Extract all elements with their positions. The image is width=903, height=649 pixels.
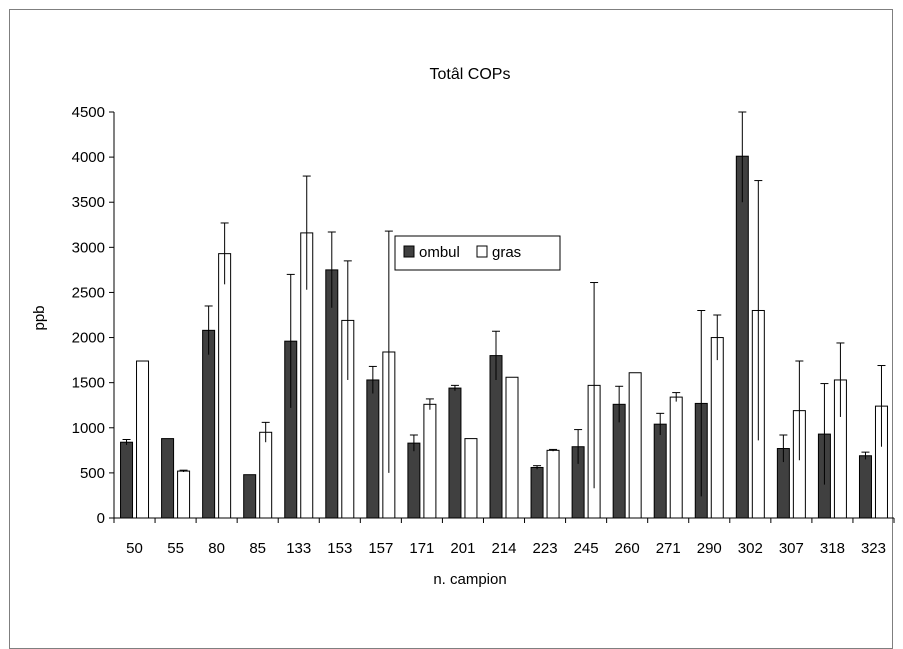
x-tick-label: 223 [533,540,558,557]
x-tick-label: 307 [779,540,804,557]
x-tick-label: 214 [491,540,516,557]
y-tick-label: 2000 [72,330,105,347]
x-tick-label: 80 [208,540,225,557]
plot-area: 0 500 1000 1500 2000 2500 3000 3500 4000 4500 50 55… [72,104,895,557]
x-axis-label: n. campion [433,571,506,588]
legend-swatch-gras [476,245,488,258]
x-tick-label: 260 [615,540,640,557]
bar-gras [218,253,232,519]
x-tick-label: 55 [167,540,184,557]
bar-gras [423,403,437,519]
bar-ombul [735,155,749,519]
x-tick-label: 323 [861,540,886,557]
bar-ombul [858,455,872,519]
bar-gras [464,438,478,519]
x-tick-label: 318 [820,540,845,557]
x-tick-label: 201 [450,540,475,557]
x-tick-label: 271 [656,540,681,557]
legend-label-gras: gras [492,244,521,261]
bar-ombul [120,441,134,519]
bar-gras [177,470,191,519]
bar-gras [136,360,150,519]
legend-label-ombul: ombul [419,244,460,261]
y-tick-label: 1000 [72,420,105,437]
bar-ombul [202,329,216,519]
y-tick-label: 4500 [72,104,105,121]
y-tick-label: 3500 [72,194,105,211]
bar-gras [669,396,683,519]
bar-chart: Totâl COPs ppb n. campion 0 500 1000 1500 20… [31,66,895,588]
bar-gras [628,372,642,519]
bar-gras [710,337,724,519]
bar-gras [546,449,560,519]
chart-title: Totâl COPs [430,66,511,83]
y-tick-label: 3000 [72,239,105,256]
bar-ombul [161,438,175,519]
x-tick-label: 171 [409,540,434,557]
legend-swatch-ombul [403,245,415,258]
bar-ombul [407,442,421,519]
y-tick-label: 0 [97,510,105,527]
x-tick-label: 133 [286,540,311,557]
bar-gras [505,376,519,519]
y-axis-label: ppb [31,305,48,330]
x-tick-label: 302 [738,540,763,557]
bar-ombul [243,474,257,519]
y-tick-label: 4000 [72,149,105,166]
x-tick-label: 153 [327,540,352,557]
bar-ombul [366,379,380,519]
legend: ombul gras [394,235,561,271]
x-tick-label: 245 [574,540,599,557]
x-tick-label: 50 [126,540,143,557]
y-tick-label: 1500 [72,375,105,392]
x-tick-label: 290 [697,540,722,557]
bar-ombul [530,466,544,519]
x-tick-label: 85 [249,540,266,557]
y-tick-label: 500 [80,465,105,482]
bar-ombul [653,423,667,519]
y-tick-label: 2500 [72,284,105,301]
bar-ombul [448,387,462,519]
bar-gras [259,431,273,519]
x-tick-label: 157 [368,540,393,557]
